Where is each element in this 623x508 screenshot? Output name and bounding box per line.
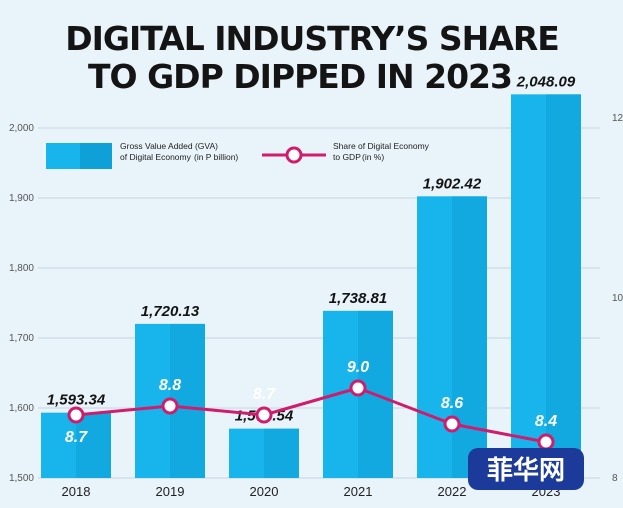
share-line [75,386,547,444]
share-marker [443,415,461,433]
bar-value-label: 1,720.13 [141,303,200,320]
bar-2022 [417,196,487,478]
legend: Gross Value Added (GVA) of Digital Econo… [46,141,430,169]
share-marker [255,406,273,424]
share-value-label: 8.4 [535,413,557,430]
legend-line-label-2: to GDP [333,152,361,162]
watermark-text: 菲华网 [487,455,565,486]
share-marker [537,433,555,451]
share-value-label: 8.7 [253,386,276,403]
x-axis-label: 2018 [62,484,91,499]
x-axis-label: 2019 [156,484,185,499]
share-marker [349,379,367,397]
bar-value-label: 1,738.81 [329,290,387,307]
legend-line-label-3: (in %) [362,152,384,162]
title-line-2: TO GDP DIPPED IN 2023 [88,57,512,96]
bar-value-label: 1,902.42 [423,175,482,192]
x-axis: 2018 2019 2020 2021 2022 2023 [62,484,561,499]
legend-line-marker [285,146,303,164]
y-left-tick-label: 1,500 [9,473,34,484]
bar-2023 [511,94,581,478]
y-left-tick-label: 1,800 [9,263,34,274]
bar-shade [452,196,487,478]
bar-series: 1,593.341,720.131,570.541,738.811,902.42… [41,73,581,478]
y-right-tick-label: 10 [612,293,623,304]
bar-shade [546,94,581,478]
left-axis: 1,500 1,600 1,700 1,800 1,900 2,000 [9,123,34,484]
x-axis-label: 2021 [344,484,373,499]
x-axis-label: 2022 [438,484,467,499]
line-series: 8.7 8.8 8.7 9.0 8.6 8.4 [65,359,557,451]
title-line-1: DIGITAL INDUSTRY’S SHARE [65,19,559,58]
bar-2020 [229,428,299,478]
legend-line-label-1: Share of Digital Economy [333,141,430,151]
share-value-label: 8.8 [159,377,181,394]
bar-value-label: 1,593.34 [47,392,106,409]
watermark: 菲华网 [468,448,584,490]
y-left-tick-label: 1,900 [9,193,34,204]
watermark-badge [468,448,584,490]
y-right-tick-label: 12 [612,113,623,124]
bar-shade [264,428,299,478]
right-axis: 8 10 12 [612,113,623,484]
legend-bar-label-3: (in P billion) [194,152,238,162]
share-value-label: 9.0 [347,359,369,376]
bar-shade [76,412,111,478]
share-value-label: 8.7 [65,429,88,446]
share-value-label: 8.6 [441,395,463,412]
bar-2018 [41,412,111,478]
y-right-tick-label: 8 [612,473,618,484]
share-marker [161,397,179,415]
y-left-tick-label: 2,000 [9,123,34,134]
legend-bar-label-1: Gross Value Added (GVA) [120,141,218,151]
legend-bar-label-2: of Digital Economy [120,152,192,162]
x-axis-label: 2020 [250,484,279,499]
bar-value-label: 2,048.09 [516,73,576,90]
y-left-tick-label: 1,700 [9,333,34,344]
chart-title: DIGITAL INDUSTRY’S SHARE TO GDP DIPPED I… [65,19,560,96]
share-marker [67,406,85,424]
legend-bar-swatch-shade [80,143,112,169]
y-left-tick-label: 1,600 [9,403,34,414]
